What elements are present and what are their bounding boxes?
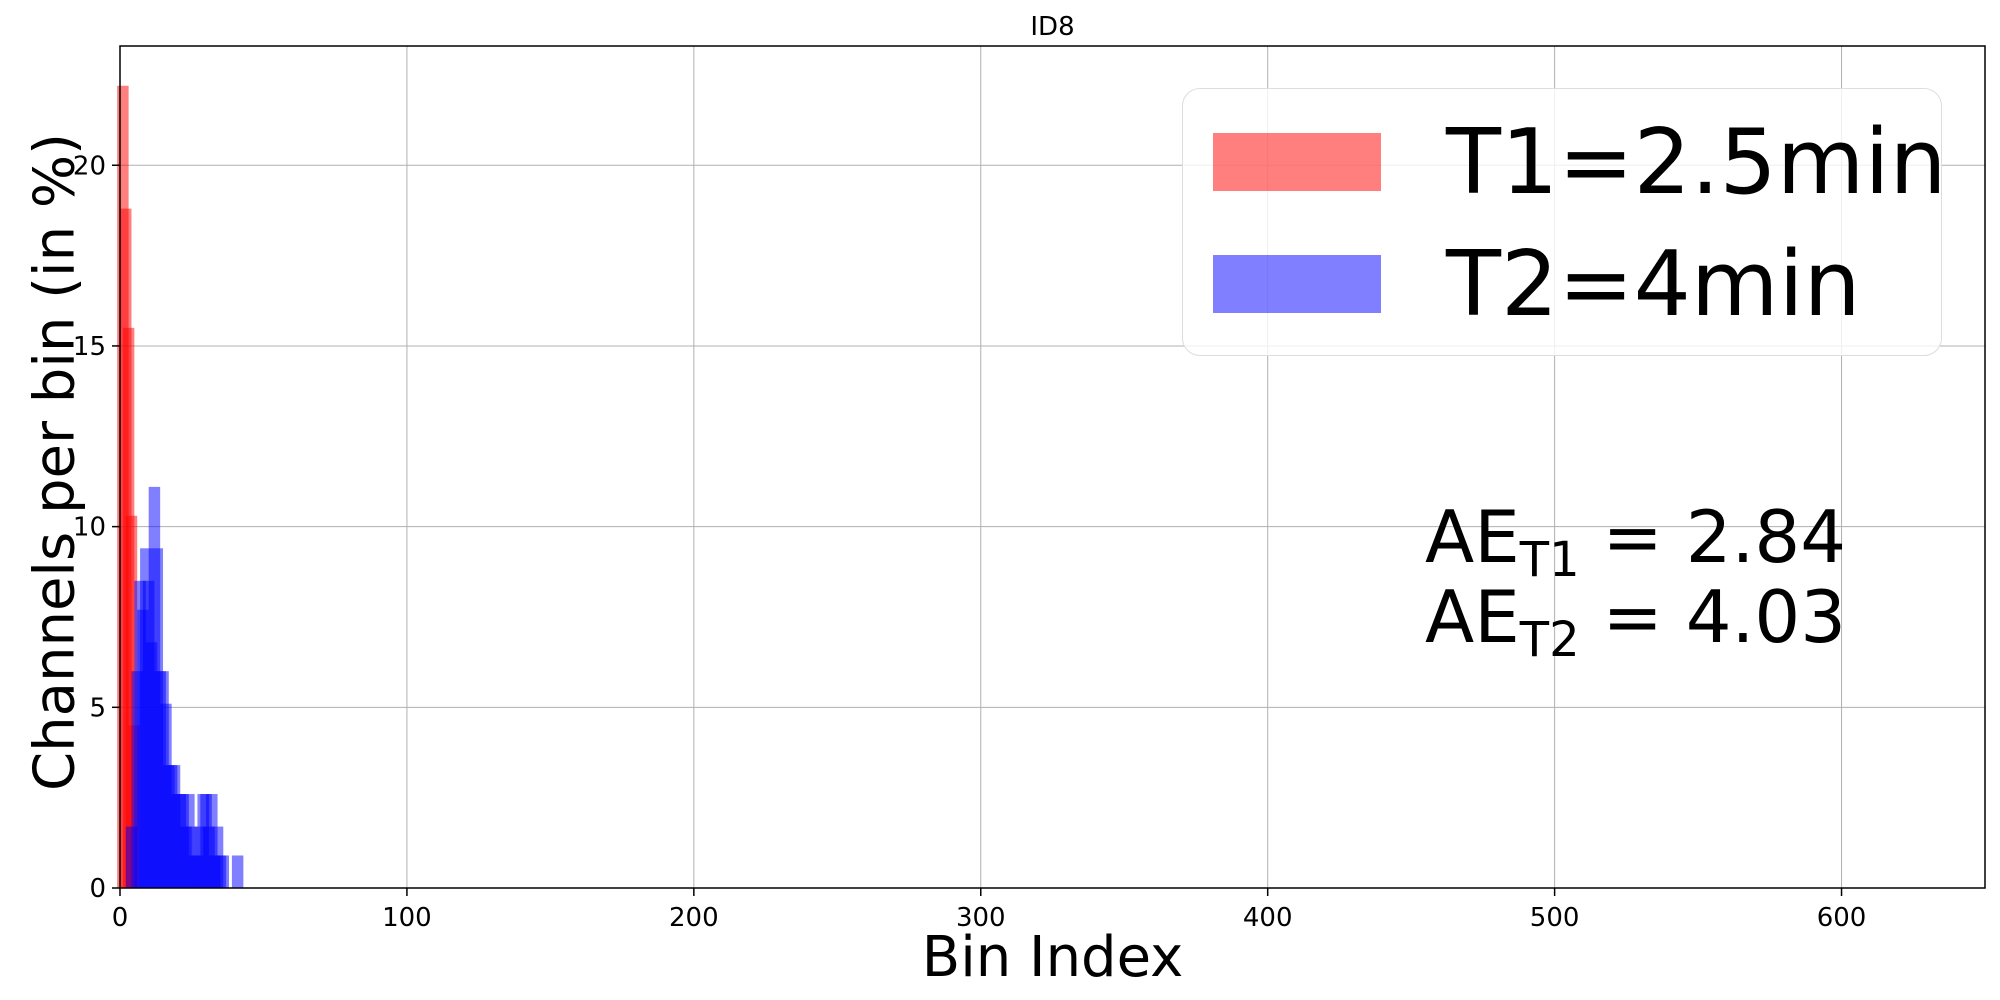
x-tick-label: 400: [1243, 903, 1293, 933]
y-tick-label: 15: [73, 332, 106, 362]
chart-title: ID8: [1030, 12, 1075, 42]
annotation-ae-t1: AET1 = 2.84: [1425, 495, 1846, 588]
annotation-ae-t2: AET2 = 4.03: [1425, 575, 1846, 668]
bars: [117, 85, 244, 889]
y-tick-label: 0: [89, 874, 106, 904]
bar-t2: [231, 855, 244, 888]
legend-swatch-t1: [1213, 133, 1381, 191]
plot-frame: [119, 45, 1986, 889]
annotation-ae-t2-sub: T2: [1519, 612, 1580, 668]
annotation-ae-t2-value: = 4.03: [1579, 575, 1847, 659]
annotation-ae-t1-prefix: AE: [1425, 495, 1520, 579]
legend-item-t2: T2=4min: [1213, 229, 1861, 339]
y-tick-label: 20: [73, 151, 106, 181]
legend: T1=2.5min T2=4min: [1182, 88, 1947, 356]
x-axis-label: Bin Index: [921, 925, 1184, 990]
legend-swatch-t2: [1213, 255, 1381, 313]
axis-ticks: 0 100 200 300 400 500 600 0 5 10 15 20: [73, 151, 1866, 933]
y-tick-label: 10: [73, 513, 106, 543]
x-tick-label: 500: [1530, 903, 1580, 933]
x-tick-label: 600: [1817, 903, 1867, 933]
y-axis-label: Channels per bin (in %): [22, 133, 88, 791]
y-tick-label: 5: [89, 693, 106, 723]
annotation-ae-t1-sub: T1: [1519, 532, 1580, 588]
legend-item-t1: T1=2.5min: [1213, 107, 1947, 217]
annotation-ae-t1-value: = 2.84: [1579, 495, 1847, 579]
x-tick-label: 300: [956, 903, 1006, 933]
x-tick-label: 200: [669, 903, 719, 933]
x-tick-label: 100: [382, 903, 432, 933]
x-tick-label: 0: [112, 903, 129, 933]
bar-t2: [217, 855, 230, 888]
annotation-ae-t2-prefix: AE: [1425, 575, 1520, 659]
legend-label-t2: T2=4min: [1446, 231, 1861, 337]
legend-label-t1: T1=2.5min: [1446, 109, 1947, 215]
